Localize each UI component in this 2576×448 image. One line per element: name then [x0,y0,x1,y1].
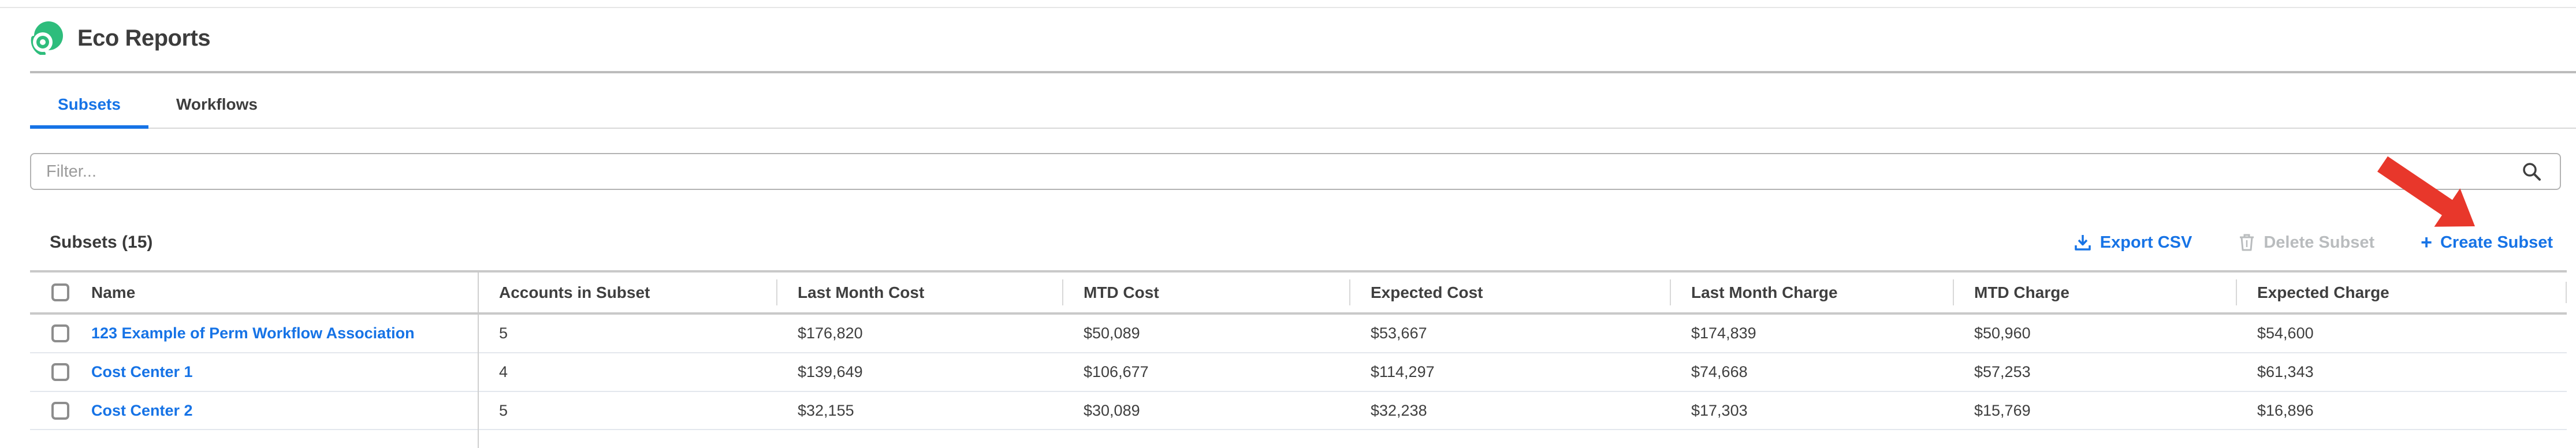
cell-expected-charge: $61,343 [2257,363,2314,380]
cell-last-month-charge: $17,303 [1691,401,1748,419]
header-expected-charge: Expected Charge [2236,272,2567,312]
delete-subset-button[interactable]: Delete Subset [2238,233,2374,252]
filter-bar [30,153,2561,190]
table-row: 123 Example of Perm Workflow Association… [30,315,2567,353]
header-mtd-cost: MTD Cost [1062,272,1349,312]
header-mtd-charge: MTD Charge [1953,272,2236,312]
cell-mtd-cost: $50,089 [1084,324,1140,342]
create-subset-label: Create Subset [2440,233,2553,252]
header-expected-cost: Expected Cost [1349,272,1670,312]
header-name-label: Name [91,283,136,301]
eco-logo-icon [31,21,63,55]
trash-icon [2240,234,2254,251]
cell-expected-cost: $32,238 [1371,401,1427,419]
header-name: Name [30,272,478,312]
cell-name: Cost Center 1 [30,353,478,391]
cell-last-month-cost: $176,820 [798,324,863,342]
app-header: Eco Reports [30,21,211,55]
select-all-checkbox[interactable] [51,283,69,301]
cell-last-month-cost: $32,155 [798,401,854,419]
row-checkbox[interactable] [51,401,69,420]
window-top-border [0,7,2576,8]
tab-workflows[interactable]: Workflows [176,95,258,113]
cell-accounts: 5 [499,401,508,419]
table-header-row: Name Accounts in Subset Last Month Cost … [30,270,2567,315]
export-csv-label: Export CSV [2099,233,2192,252]
cell-expected-charge: $16,896 [2257,401,2314,419]
cell-accounts: 4 [499,363,508,380]
column-divider [478,270,479,448]
export-csv-button[interactable]: Export CSV [2074,233,2192,252]
table-row: Cost Center 2 5 $32,155 $30,089 $32,238 … [30,392,2567,430]
cell-last-month-charge: $174,839 [1691,324,1756,342]
section-bar: Subsets (15) Export CSV Delete Subset + … [50,228,2553,257]
plus-icon: + [2421,232,2432,253]
cell-last-month-charge: $74,668 [1691,363,1748,380]
subsets-table: Name Accounts in Subset Last Month Cost … [30,270,2567,448]
filter-input[interactable] [30,153,2561,190]
header-divider [30,71,2576,73]
cell-name: Cost Center 2 [30,392,478,429]
table-actions: Export CSV Delete Subset + Create Subset [2074,233,2553,252]
row-checkbox[interactable] [51,324,69,342]
search-icon[interactable] [2522,162,2541,181]
cell-mtd-cost: $106,677 [1084,363,1149,380]
cell-expected-cost: $53,667 [1371,324,1427,342]
cell-name: 123 Example of Perm Workflow Association [30,315,478,352]
subset-name-link[interactable]: 123 Example of Perm Workflow Association [91,324,415,342]
tab-strip: Subsets Workflows [30,81,2576,129]
cell-last-month-cost: $139,649 [798,363,863,380]
tab-subsets[interactable]: Subsets [30,81,148,129]
download-icon [2075,235,2091,251]
cell-mtd-cost: $30,089 [1084,401,1140,419]
row-checkbox[interactable] [51,363,69,381]
page-title: Eco Reports [77,25,211,51]
subset-name-link[interactable]: Cost Center 1 [91,363,193,380]
cell-accounts: 5 [499,324,508,342]
delete-subset-label: Delete Subset [2264,233,2375,252]
header-last-month-cost: Last Month Cost [776,272,1062,312]
create-subset-button[interactable]: + Create Subset [2421,233,2553,252]
header-last-month-charge: Last Month Charge [1670,272,1953,312]
cell-expected-charge: $54,600 [2257,324,2314,342]
cell-mtd-charge: $57,253 [1974,363,2031,380]
header-accounts-in-subset: Accounts in Subset [499,283,650,301]
table-row: Cost Center 1 4 $139,649 $106,677 $114,2… [30,353,2567,392]
subset-name-link[interactable]: Cost Center 2 [91,401,193,419]
cell-mtd-charge: $15,769 [1974,401,2031,419]
cell-mtd-charge: $50,960 [1974,324,2031,342]
section-heading: Subsets (15) [50,233,153,252]
cell-expected-cost: $114,297 [1371,363,1435,380]
